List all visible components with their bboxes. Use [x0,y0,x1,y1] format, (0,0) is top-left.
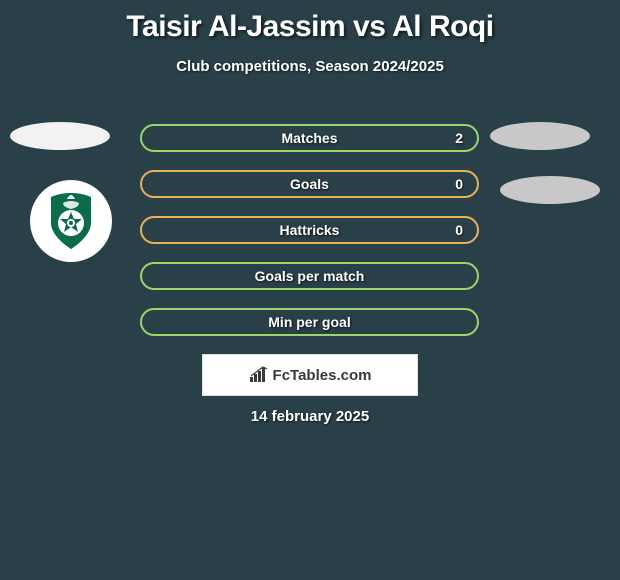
page-title: Taisir Al-Jassim vs Al Roqi [0,0,620,44]
stat-row-hattricks: Hattricks 0 [140,216,479,244]
player-blob-left-1 [10,122,110,150]
stat-row-min-per-goal: Min per goal [140,308,479,336]
stat-value: 0 [455,222,463,238]
stat-label: Goals per match [255,268,365,284]
stat-row-matches: Matches 2 [140,124,479,152]
stat-label: Goals [290,176,329,192]
brand-badge: FcTables.com [202,354,418,396]
stat-label: Hattricks [280,222,340,238]
page-subtitle: Club competitions, Season 2024/2025 [0,58,620,75]
stat-value: 0 [455,176,463,192]
stat-value: 2 [455,130,463,146]
footer-date: 14 february 2025 [0,408,620,425]
stats-list: Matches 2 Goals 0 Hattricks 0 Goals per … [140,124,479,354]
stat-row-goals: Goals 0 [140,170,479,198]
shield-crest-icon [39,189,103,253]
club-logo [30,180,112,262]
stat-row-goals-per-match: Goals per match [140,262,479,290]
brand-text: FcTables.com [273,367,372,384]
bar-chart-icon [249,366,269,384]
stat-label: Min per goal [268,314,350,330]
player-blob-right-2 [500,176,600,204]
stat-label: Matches [281,130,337,146]
player-blob-right-1 [490,122,590,150]
